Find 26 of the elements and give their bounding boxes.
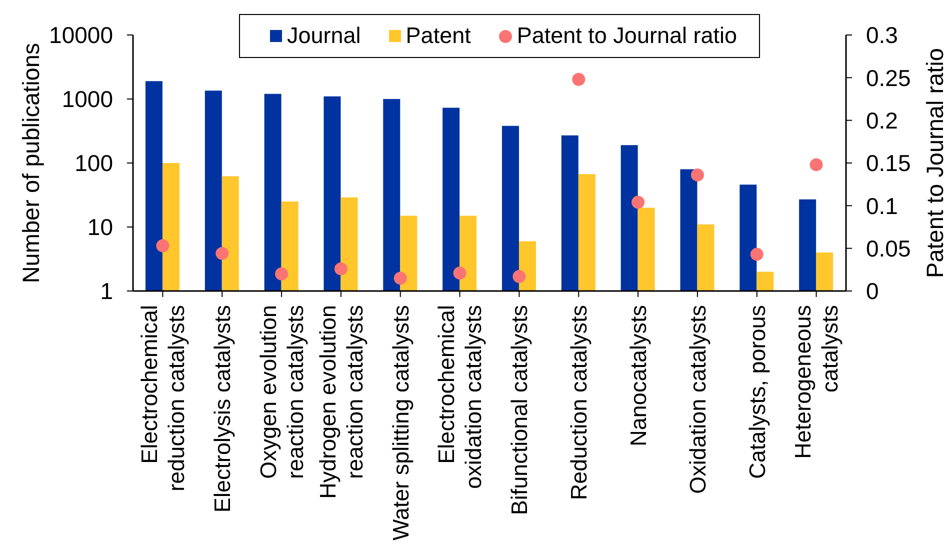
x-tick-label: Electrochemical reduction catalysts bbox=[137, 305, 190, 492]
y2-tick-label: 0.1 bbox=[866, 192, 898, 219]
x-tick-label: Nanocatalysts bbox=[626, 305, 651, 446]
y-tick-label: 100 bbox=[74, 150, 113, 176]
legend-label: Patent bbox=[406, 23, 471, 49]
y2-tick-label: 0.25 bbox=[866, 64, 911, 91]
y-tick-label: 1000 bbox=[62, 86, 113, 112]
y2-tick-label: 0.2 bbox=[866, 108, 898, 134]
x-tick-label: Electrolysis catalysts bbox=[210, 305, 235, 513]
y2-tick-label: 0.3 bbox=[866, 22, 898, 48]
x-tick-label: Water splitting catalysts bbox=[388, 305, 414, 540]
x-tick-label: Bifunctional catalysts bbox=[507, 305, 532, 516]
y2-axis-title: Patent to Journal ratio bbox=[922, 48, 948, 278]
y-tick-label: 10000 bbox=[49, 22, 113, 48]
x-tick-label: Catalysts, porous bbox=[744, 305, 770, 479]
legend-label: Patent to Journal ratio bbox=[516, 23, 737, 49]
y-tick-label: 10 bbox=[87, 214, 113, 240]
y-tick-label: 1 bbox=[100, 278, 113, 304]
y2-tick-label: 0.05 bbox=[866, 236, 911, 262]
y2-tick-label: 0.15 bbox=[866, 150, 911, 176]
legend-label: Journal bbox=[287, 23, 361, 49]
x-tick-label: Oxidation catalysts bbox=[685, 305, 710, 494]
y-axis-title: Number of publications bbox=[18, 42, 44, 284]
x-tick-label: Heterogeneous catalysts bbox=[790, 305, 843, 459]
x-tick-label: Reduction catalysts bbox=[566, 305, 592, 500]
y2-tick-label: 0 bbox=[866, 278, 879, 304]
